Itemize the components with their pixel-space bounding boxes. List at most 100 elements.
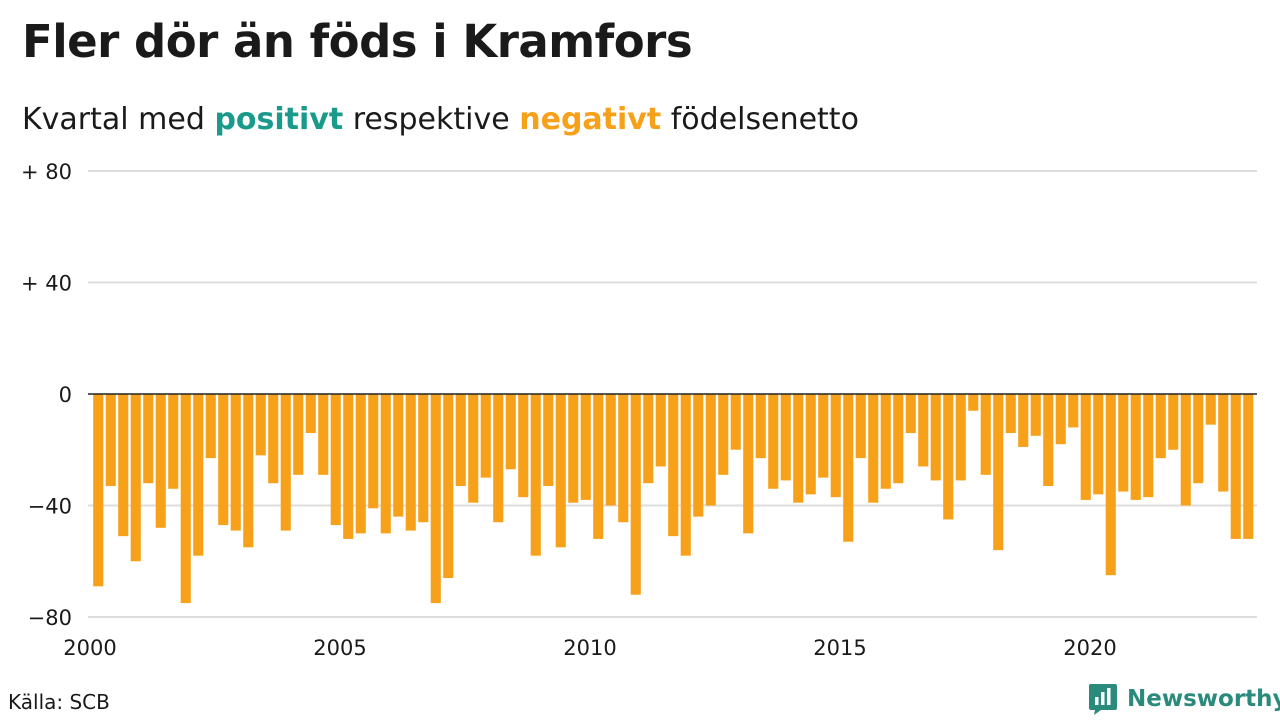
bar <box>593 394 604 539</box>
bar <box>243 394 254 548</box>
bar <box>605 394 616 506</box>
subtitle-prefix: Kvartal med <box>22 102 205 137</box>
x-tick-label: 2005 <box>313 636 366 660</box>
chart-title: Fler dör än föds i Kramfors <box>22 15 693 68</box>
bar <box>480 394 491 478</box>
bar <box>780 394 791 481</box>
bar <box>443 394 454 578</box>
bar <box>430 394 441 604</box>
bar <box>218 394 229 526</box>
bar <box>1018 394 1029 447</box>
bar <box>880 394 891 489</box>
bar <box>1205 394 1216 425</box>
bar <box>105 394 116 486</box>
bar <box>180 394 191 604</box>
y-tick-label: 0 <box>59 383 72 407</box>
bar <box>643 394 654 484</box>
bar <box>118 394 129 537</box>
bar <box>1093 394 1104 495</box>
bar <box>155 394 166 528</box>
bar <box>755 394 766 459</box>
bar <box>905 394 916 434</box>
bar <box>1193 394 1204 484</box>
chart-logo-icon <box>1089 684 1117 715</box>
bar <box>193 394 204 556</box>
bar <box>518 394 529 498</box>
bar <box>630 394 641 595</box>
bar <box>980 394 991 475</box>
bar <box>293 394 304 475</box>
brand-logo: Newsworthy <box>1088 682 1280 716</box>
bar <box>143 394 154 484</box>
bar <box>818 394 829 478</box>
bar <box>1155 394 1166 459</box>
bar <box>830 394 841 498</box>
bar <box>855 394 866 459</box>
bar <box>1230 394 1241 539</box>
bar <box>343 394 354 539</box>
bar <box>805 394 816 495</box>
bar <box>730 394 741 450</box>
bar <box>918 394 929 467</box>
bar <box>930 394 941 481</box>
bar <box>1030 394 1041 436</box>
bar <box>993 394 1004 551</box>
y-tick-label: −40 <box>28 495 72 519</box>
subtitle-negative: negativt <box>519 102 662 137</box>
bar <box>843 394 854 542</box>
bar <box>268 394 279 484</box>
x-tick-label: 2010 <box>563 636 616 660</box>
subtitle-positive: positivt <box>214 102 344 137</box>
bar <box>543 394 554 486</box>
bar <box>1243 394 1254 539</box>
x-tick-label: 2000 <box>63 636 116 660</box>
bar <box>393 394 404 517</box>
bar <box>1005 394 1016 434</box>
bar <box>368 394 379 509</box>
bar <box>943 394 954 520</box>
bar <box>418 394 429 523</box>
bar <box>968 394 979 411</box>
bar <box>205 394 216 459</box>
bar <box>1080 394 1091 500</box>
bar <box>230 394 241 531</box>
bar <box>705 394 716 506</box>
y-tick-label: −80 <box>28 606 72 630</box>
bar <box>530 394 541 556</box>
bar <box>130 394 141 562</box>
bar <box>468 394 479 503</box>
bar <box>455 394 466 486</box>
bar <box>743 394 754 534</box>
bar <box>655 394 666 467</box>
bar <box>668 394 679 537</box>
y-tick-label: + 80 <box>21 160 72 184</box>
x-tick-label: 2015 <box>813 636 866 660</box>
bar <box>1180 394 1191 506</box>
bar <box>493 394 504 523</box>
bar <box>1068 394 1079 428</box>
bar <box>1043 394 1054 486</box>
y-tick-label: + 40 <box>21 272 72 296</box>
bar <box>1218 394 1229 492</box>
bar <box>93 394 104 587</box>
bar <box>718 394 729 475</box>
bar <box>405 394 416 531</box>
bar <box>618 394 629 523</box>
bar <box>680 394 691 556</box>
bar <box>693 394 704 517</box>
bar <box>355 394 366 534</box>
bar <box>568 394 579 503</box>
bar <box>868 394 879 503</box>
bar <box>280 394 291 531</box>
brand-name: Newsworthy <box>1127 686 1280 712</box>
bar <box>580 394 591 500</box>
bar <box>380 394 391 534</box>
bar <box>1168 394 1179 450</box>
bar <box>330 394 341 526</box>
source-note: Källa: SCB <box>8 690 110 714</box>
bar <box>255 394 266 456</box>
bar <box>555 394 566 548</box>
bar <box>1143 394 1154 498</box>
bar <box>793 394 804 503</box>
